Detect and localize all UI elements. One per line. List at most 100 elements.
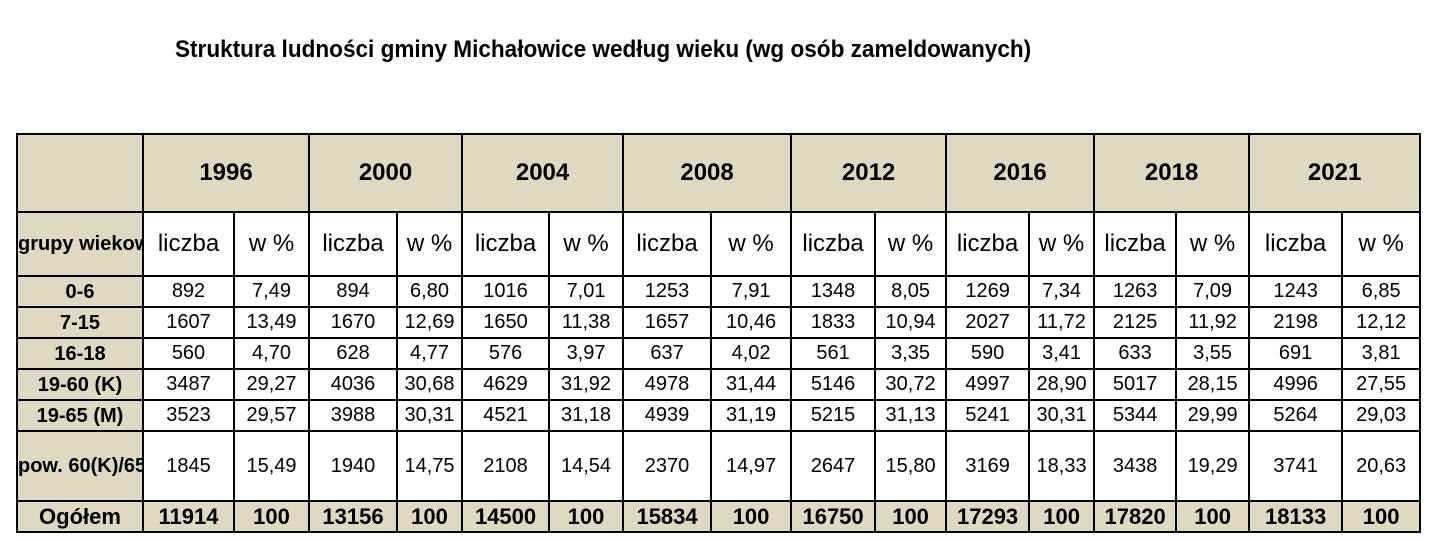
year-header-row: 1996 2000 2004 2008 2012 2016 2018 2021 [16,133,1422,213]
count-cell: 894 [308,275,399,308]
count-header: liczba [1093,211,1178,277]
count-cell: 590 [945,337,1031,370]
percent-cell: 11,92 [1175,306,1251,339]
count-cell: 4939 [622,399,713,432]
percent-cell: 31,18 [548,399,625,432]
count-cell: 691 [1248,337,1344,370]
count-cell: 4996 [1248,368,1344,401]
count-cell: 4521 [461,399,551,432]
table-row: 19-60 (K) 3487 29,27 4036 30,68 4629 31,92 4978… [16,368,1422,401]
count-cell: 3169 [945,430,1031,502]
total-percent-cell: 100 [1175,500,1251,533]
count-cell: 1940 [308,430,399,502]
percent-cell: 19,29 [1175,430,1251,502]
year-header: 2004 [461,133,625,213]
percent-cell: 30,72 [874,368,948,401]
count-cell: 4036 [308,368,399,401]
percent-cell: 12,69 [396,306,464,339]
count-cell: 2027 [945,306,1031,339]
count-header: liczba [790,211,877,277]
percent-header: w % [1341,211,1422,277]
count-cell: 3523 [142,399,235,432]
total-count-cell: 18133 [1248,500,1344,533]
count-cell: 1845 [142,430,235,502]
total-count-cell: 11914 [142,500,235,533]
count-cell: 2370 [622,430,713,502]
percent-header: w % [1175,211,1251,277]
percent-cell: 29,99 [1175,399,1251,432]
table-body: 1996 2000 2004 2008 2012 2016 2018 2021 … [16,133,1422,533]
percent-cell: 3,81 [1341,337,1422,370]
count-cell: 892 [142,275,235,308]
count-header: liczba [945,211,1031,277]
percent-cell: 6,80 [396,275,464,308]
table-row: pow. 60(K)/65(M)184515,49194014,75210814… [16,430,1422,502]
percent-cell: 6,85 [1341,275,1422,308]
percent-cell: 14,75 [396,430,464,502]
percent-cell: 8,05 [874,275,948,308]
percent-cell: 3,41 [1028,337,1096,370]
year-header: 2021 [1248,133,1422,213]
percent-cell: 4,02 [710,337,793,370]
percent-cell: 31,44 [710,368,793,401]
percent-header: w % [232,211,311,277]
percent-cell: 30,31 [1028,399,1096,432]
age-group-label: 7-15 [16,306,144,339]
age-group-label: 0-6 [16,275,144,308]
age-group-label: 19-65 (M) [16,399,144,432]
count-cell: 1833 [790,306,877,339]
total-label: Ogółem [16,500,144,533]
year-header: 2012 [790,133,948,213]
population-table: 1996 2000 2004 2008 2012 2016 2018 2021 … [16,133,1422,533]
percent-cell: 14,54 [548,430,625,502]
percent-header: w % [548,211,625,277]
count-cell: 1670 [308,306,399,339]
percent-cell: 7,09 [1175,275,1251,308]
page-title: Struktura ludności gminy Michałowice wed… [175,36,1032,63]
count-header: liczba [1248,211,1344,277]
total-row: Ogółem 11914 100 13156 100 14500 100 15834 100 16… [16,500,1422,533]
count-cell: 5215 [790,399,877,432]
percent-header: w % [1028,211,1096,277]
count-cell: 5344 [1093,399,1178,432]
year-header: 2008 [622,133,793,213]
percent-cell: 27,55 [1341,368,1422,401]
percent-cell: 4,70 [232,337,311,370]
count-header: liczba [308,211,399,277]
total-percent-cell: 100 [232,500,311,533]
count-cell: 4629 [461,368,551,401]
percent-header: w % [874,211,948,277]
percent-cell: 3,35 [874,337,948,370]
count-header: liczba [461,211,551,277]
percent-cell: 7,49 [232,275,311,308]
percent-cell: 20,63 [1341,430,1422,502]
count-cell: 576 [461,337,551,370]
percent-cell: 7,01 [548,275,625,308]
year-header: 2018 [1093,133,1251,213]
percent-cell: 30,68 [396,368,464,401]
total-percent-cell: 100 [548,500,625,533]
total-count-cell: 13156 [308,500,399,533]
count-cell: 2198 [1248,306,1344,339]
total-count-cell: 17820 [1093,500,1178,533]
percent-cell: 28,15 [1175,368,1251,401]
percent-cell: 3,55 [1175,337,1251,370]
percent-cell: 29,27 [232,368,311,401]
corner-cell [16,133,144,213]
percent-cell: 7,91 [710,275,793,308]
percent-cell: 28,90 [1028,368,1096,401]
percent-cell: 31,13 [874,399,948,432]
sub-header-row: grupy wiekowe liczba w % liczba w % licz… [16,211,1422,277]
count-cell: 1607 [142,306,235,339]
total-percent-cell: 100 [1341,500,1422,533]
count-header: liczba [142,211,235,277]
count-cell: 5017 [1093,368,1178,401]
percent-cell: 11,72 [1028,306,1096,339]
percent-cell: 31,92 [548,368,625,401]
total-percent-cell: 100 [396,500,464,533]
count-cell: 4978 [622,368,713,401]
total-count-cell: 14500 [461,500,551,533]
count-header: liczba [622,211,713,277]
percent-cell: 31,19 [710,399,793,432]
count-cell: 1657 [622,306,713,339]
